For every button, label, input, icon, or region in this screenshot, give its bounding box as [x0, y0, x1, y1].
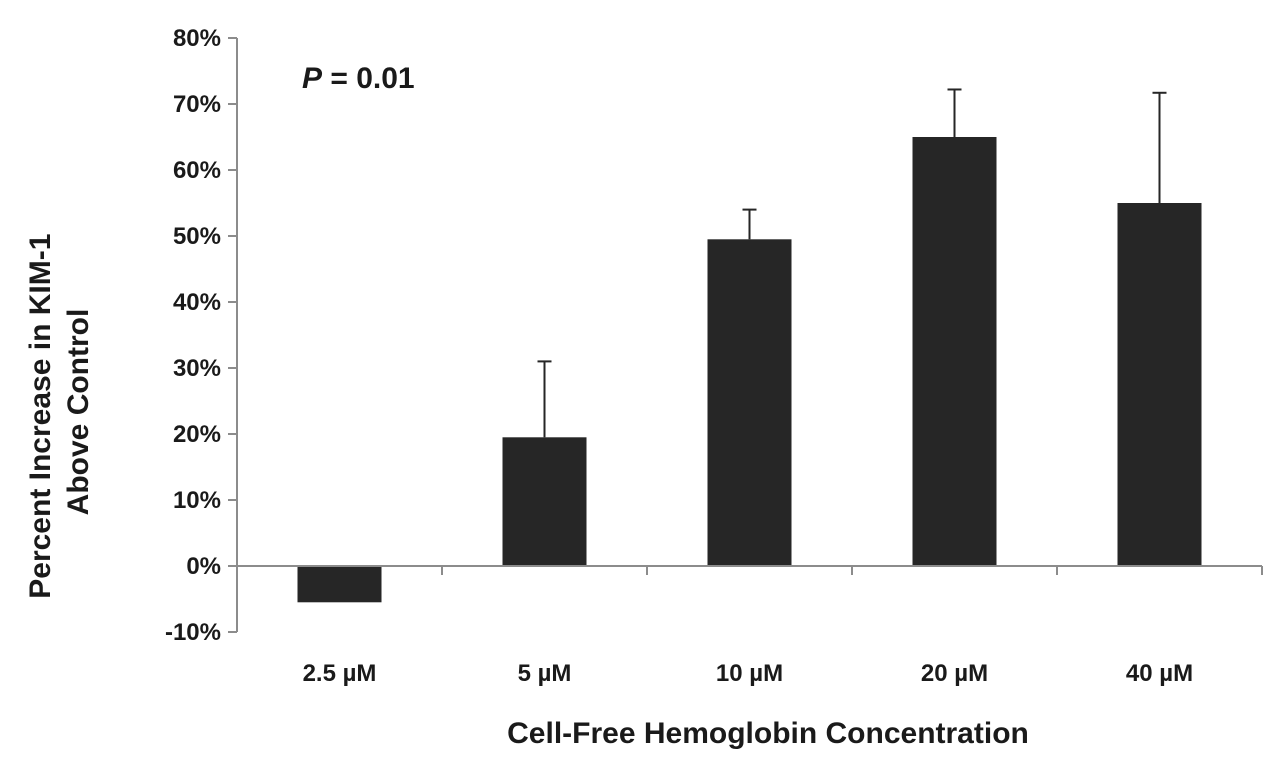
x-tick-label: 5 µM: [518, 660, 572, 687]
y-tick-label: 70%: [173, 91, 221, 118]
bar: [297, 566, 382, 603]
bar: [1117, 203, 1202, 566]
bar: [707, 239, 792, 567]
x-tick-labels: 2.5 µM 5 µM 10 µM 20 µM 40 µM: [303, 660, 1194, 687]
p-value-italic: P: [302, 62, 323, 95]
y-tick-label: 30%: [173, 355, 221, 382]
y-axis-title: Percent Increase in KIM-1 Above Control: [24, 225, 95, 599]
y-tick-label: 20%: [173, 421, 221, 448]
y-tick-label: 80%: [173, 25, 221, 52]
x-tick-label: 2.5 µM: [303, 660, 377, 687]
x-tick-label: 40 µM: [1126, 660, 1193, 687]
x-tick-label: 10 µM: [716, 660, 783, 687]
y-tick-label: 40%: [173, 289, 221, 316]
x-tick-label: 20 µM: [921, 660, 988, 687]
p-value-text: = 0.01: [322, 62, 415, 95]
y-tick-label: 50%: [173, 223, 221, 250]
y-tick-label: 0%: [186, 553, 221, 580]
bars: [297, 137, 1202, 603]
x-axis-title: Cell-Free Hemoglobin Concentration: [507, 717, 1029, 750]
y-axis-ticks: -10% 0% 10% 20% 30% 40% 50% 60% 70% 80%: [165, 25, 237, 646]
bar: [502, 437, 587, 566]
bar: [912, 137, 997, 566]
y-axis-title-line-2: Above Control: [62, 309, 95, 516]
y-tick-label: 60%: [173, 157, 221, 184]
p-value-annotation: P = 0.01: [302, 62, 415, 95]
error-bars: [537, 88, 1167, 438]
y-tick-label: 10%: [173, 487, 221, 514]
x-axis-ticks: [236, 566, 1263, 575]
y-tick-label: -10%: [165, 619, 221, 646]
y-axis-title-line-1: Percent Increase in KIM-1: [24, 234, 57, 599]
